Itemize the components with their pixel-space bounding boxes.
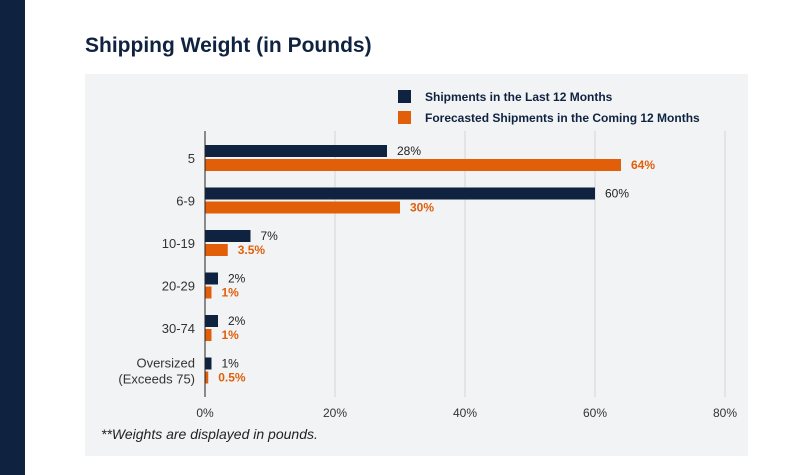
chart-panel	[85, 74, 748, 456]
bar-series-2	[205, 244, 228, 256]
sidebar-bar	[0, 0, 25, 475]
x-tick-label: 60%	[583, 406, 607, 420]
bar-series-1	[205, 230, 251, 242]
category-label-line: 5	[188, 151, 195, 166]
bar-series-1	[205, 272, 218, 285]
bar-value-label: 2%	[228, 272, 246, 286]
category-label-line: Oversized	[136, 356, 195, 371]
bar-value-label: 28%	[397, 144, 421, 158]
bar-value-label: 1%	[222, 357, 240, 371]
bar-series-1	[205, 145, 387, 157]
category-label: 5	[188, 151, 195, 166]
category-label-line: 6-9	[176, 194, 195, 209]
legend-label-1: Shipments in the Last 12 Months	[425, 90, 613, 104]
category-label: 30-74	[162, 321, 195, 336]
bar-series-2	[205, 329, 212, 341]
category-label: 6-9	[176, 194, 195, 209]
bar-series-2	[205, 371, 209, 384]
bar-series-2	[205, 201, 400, 214]
x-tick-label: 40%	[453, 406, 477, 420]
bar-value-label: 64%	[631, 158, 655, 172]
legend-swatch-1	[398, 90, 411, 103]
x-tick-label: 20%	[323, 406, 347, 420]
bar-value-label: 1%	[222, 286, 240, 300]
bar-series-1	[205, 187, 595, 200]
category-label-line: 20-29	[162, 279, 195, 294]
bar-value-label: 2%	[228, 314, 246, 328]
x-tick-label: 80%	[713, 406, 737, 420]
category-label: Oversized (Exceeds 75)	[118, 356, 195, 387]
category-label: 20-29	[162, 279, 195, 294]
bar-value-label: 30%	[410, 201, 434, 215]
bar-value-label: 3.5%	[238, 243, 266, 257]
bar-series-1	[205, 357, 212, 370]
category-label-line: 30-74	[162, 321, 195, 336]
category-label: 10-19	[162, 236, 195, 251]
bar-value-label: 60%	[605, 187, 629, 201]
bar-series-1	[205, 315, 218, 327]
footnote: **Weights are displayed in pounds.	[101, 426, 318, 442]
bar-value-label: 1%	[222, 328, 240, 342]
x-tick-label: 0%	[196, 406, 214, 420]
category-label-line: 10-19	[162, 236, 195, 251]
bar-series-2	[205, 286, 212, 299]
legend-swatch-2	[398, 111, 411, 124]
chart-title: Shipping Weight (in Pounds)	[85, 34, 372, 57]
bar-value-label: 7%	[261, 229, 279, 243]
category-label-line: (Exceeds 75)	[118, 372, 195, 387]
legend-label-2: Forecasted Shipments in the Coming 12 Mo…	[425, 111, 700, 125]
bar-series-2	[205, 159, 621, 171]
bar-value-label: 0.5%	[218, 371, 246, 385]
